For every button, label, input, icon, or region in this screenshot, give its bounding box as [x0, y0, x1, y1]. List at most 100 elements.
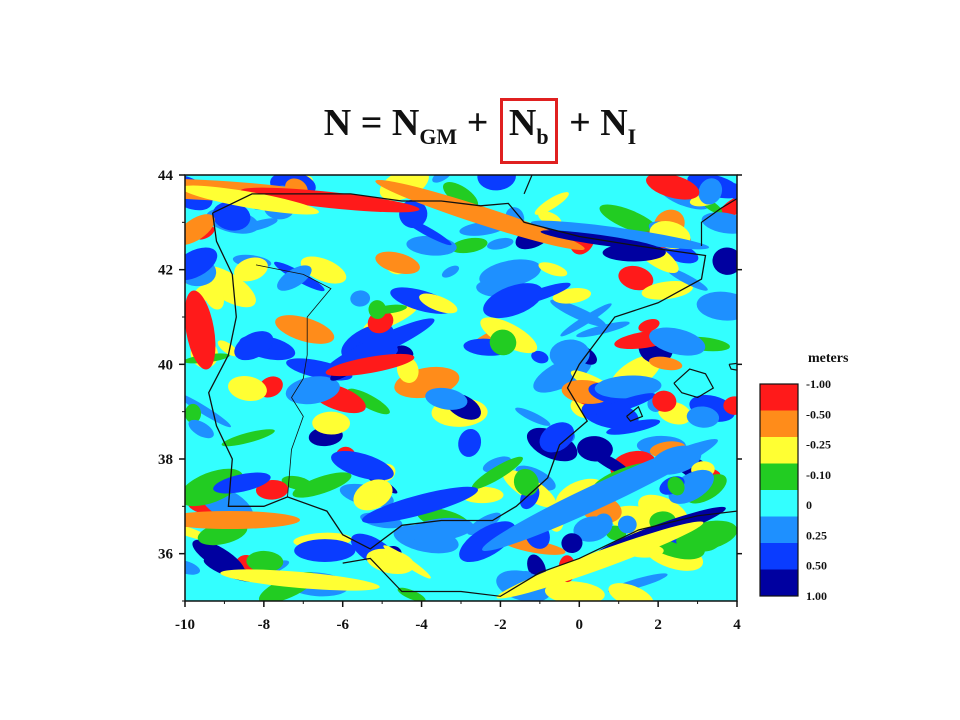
field-patch [368, 300, 387, 320]
field-patch [538, 262, 568, 277]
x-axis: -10 -8 -6 -4 -2 0 2 4 [175, 601, 741, 633]
field-patch [425, 387, 468, 410]
field-patch [185, 392, 232, 428]
field-band [482, 438, 718, 552]
field-patch [489, 329, 517, 356]
x-tick-label: -10 [175, 617, 195, 633]
field-patch [459, 521, 516, 563]
field-patch [482, 456, 512, 473]
field-patch [618, 265, 654, 291]
field-patch [646, 175, 700, 200]
field-patch [255, 479, 289, 500]
eq-ni: NI [600, 102, 636, 149]
field-patch [599, 204, 659, 235]
field-patch [294, 539, 356, 562]
field-patch [375, 251, 420, 275]
field-patch [221, 429, 275, 447]
field-patch [458, 428, 482, 457]
colorbar-swatch [760, 410, 798, 437]
eq-nb-sub: b [536, 124, 549, 149]
colorbar-level-label: -1.00 [806, 377, 831, 391]
field-patch [539, 422, 575, 453]
field-patch [450, 237, 488, 254]
eq-nb-highlight-box: Nb [499, 98, 558, 164]
eq-ngm: NGM [391, 102, 457, 149]
ibiza-outline [626, 405, 644, 422]
field-patch [406, 517, 474, 542]
field-patch [188, 419, 214, 439]
field-patch [712, 247, 737, 275]
eq-ngm-sub: GM [419, 124, 458, 149]
field-patch [592, 513, 613, 537]
y-tick-label: 40 [158, 357, 173, 373]
eq-ngm-main: N [391, 102, 420, 144]
field-patch [552, 288, 592, 304]
colorbar-swatch [760, 516, 798, 543]
colorbar-swatch [760, 463, 798, 490]
field-patch [665, 267, 708, 291]
field-patch [638, 318, 660, 333]
colorbar-level-label: 1.00 [806, 589, 827, 603]
field-patch [606, 419, 661, 435]
field-band [185, 511, 300, 529]
equation-title: N = NGM + Nb + NI [0, 98, 960, 164]
field-patch [531, 350, 549, 364]
colorbar-level-label: -0.10 [806, 468, 831, 482]
field-band [375, 179, 585, 251]
field-patch [312, 411, 351, 435]
field-patch [596, 393, 656, 416]
x-tick-label: -2 [494, 617, 507, 633]
field-band [325, 318, 435, 372]
field-patch [723, 396, 737, 415]
x-tick-label: -8 [258, 617, 271, 633]
colorbar-swatch [760, 543, 798, 570]
eq-ni-sub: I [627, 124, 637, 149]
field-patch [347, 388, 390, 415]
field-patch [649, 327, 706, 356]
colorbar-level-label: 0 [806, 498, 812, 512]
x-tick-label: 4 [733, 617, 741, 633]
field-patch [213, 472, 271, 494]
field-patch [483, 283, 543, 319]
colorbar-level-label: -0.50 [806, 407, 831, 421]
field-patch [185, 403, 202, 424]
field-patch [544, 581, 605, 601]
colorbar: meters -1.00 -0.50 -0.25 -0.10 0 0.25 0.50 1.00 [759, 351, 849, 603]
france-med-coastline [700, 198, 737, 246]
field-patch [648, 356, 683, 371]
field-patch [217, 340, 239, 357]
field-patch [285, 376, 340, 405]
iberia-coastline [208, 193, 707, 550]
x-tick-label: 0 [576, 617, 584, 633]
colorbar-level-label: -0.25 [806, 438, 831, 452]
colorbar-frame [759, 383, 799, 597]
field-patch [549, 339, 590, 370]
field-patch [513, 468, 539, 496]
colorbar-level-label: 0.50 [806, 559, 827, 573]
colorbar-title: meters [808, 351, 849, 366]
field-patch [234, 257, 268, 282]
north-africa-coastline [342, 510, 737, 597]
field-patch [350, 290, 371, 307]
field-patch [228, 375, 267, 401]
field-patch [442, 182, 479, 209]
menorca-outline [728, 362, 737, 371]
field-patch [608, 583, 654, 601]
field-patch [467, 512, 502, 535]
field-patch [353, 479, 393, 511]
field-patch [561, 533, 583, 554]
y-tick-label: 36 [158, 547, 174, 563]
eq-plus-2: + [559, 102, 601, 144]
field-patch [185, 468, 244, 507]
field-patch [701, 212, 737, 234]
field-patch [641, 280, 693, 300]
y-axis: 36 38 40 42 44 [158, 168, 742, 602]
eq-nb-main: N [508, 102, 537, 144]
field-patch [560, 303, 612, 337]
field-patch [594, 375, 662, 399]
field-band [185, 290, 216, 370]
eq-ni-main: N [600, 102, 628, 144]
field-patch [292, 472, 352, 498]
colorbar-swatch [760, 437, 798, 464]
